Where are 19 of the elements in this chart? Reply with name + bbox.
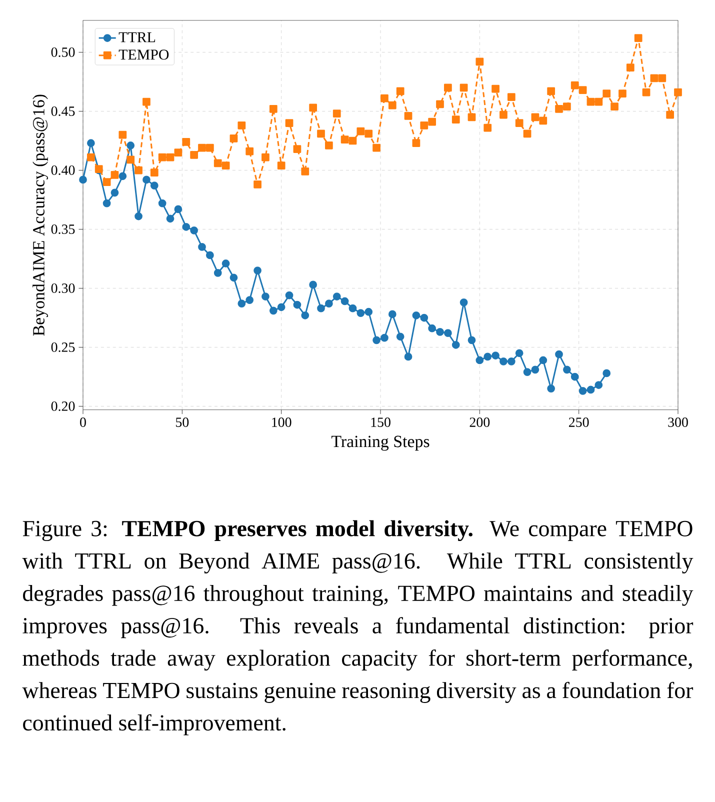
y-axis-title: BeyondAIME Accuracy (pass@16) bbox=[32, 94, 48, 336]
x-tick-label: 250 bbox=[568, 418, 589, 427]
legend-label: TTRL bbox=[118, 32, 156, 42]
x-tick-label: 200 bbox=[470, 418, 490, 427]
y-tick-label: 0.35 bbox=[51, 224, 75, 234]
y-tick-label: 0.30 bbox=[51, 284, 75, 293]
x-tick-label: 0 bbox=[80, 418, 86, 427]
x-tick-label: 50 bbox=[176, 418, 189, 427]
x-tick-label: 150 bbox=[371, 418, 390, 427]
y-tick-label: 0.25 bbox=[51, 342, 75, 352]
y-tick-label: 0.40 bbox=[51, 166, 75, 175]
legend-label: TEMPO bbox=[118, 50, 169, 60]
text: Figure 3: TEMPO preserves model diversity. We compare TEMPO with TTRL on Beyond AIME pass@16. While TTRL consistently degrades pass@16 throughout training, TEMPO maintains and steadily improves pass@16. This reveals a fundamental distinction: prior methods trade away exploration capacity for short-term performance, whereas TEMPO sustains genuine reasoning diversity as a foundation for continued self-improvement. bbox=[22, 520, 694, 736]
x-tick-label: 300 bbox=[668, 418, 688, 427]
y-tick-label: 0.50 bbox=[51, 48, 75, 57]
y-tick-label: 0.45 bbox=[51, 106, 75, 116]
y-tick-label: 0.20 bbox=[51, 402, 75, 411]
x-axis-title: Training Steps bbox=[331, 436, 430, 451]
x-tick-label: 100 bbox=[272, 418, 292, 427]
